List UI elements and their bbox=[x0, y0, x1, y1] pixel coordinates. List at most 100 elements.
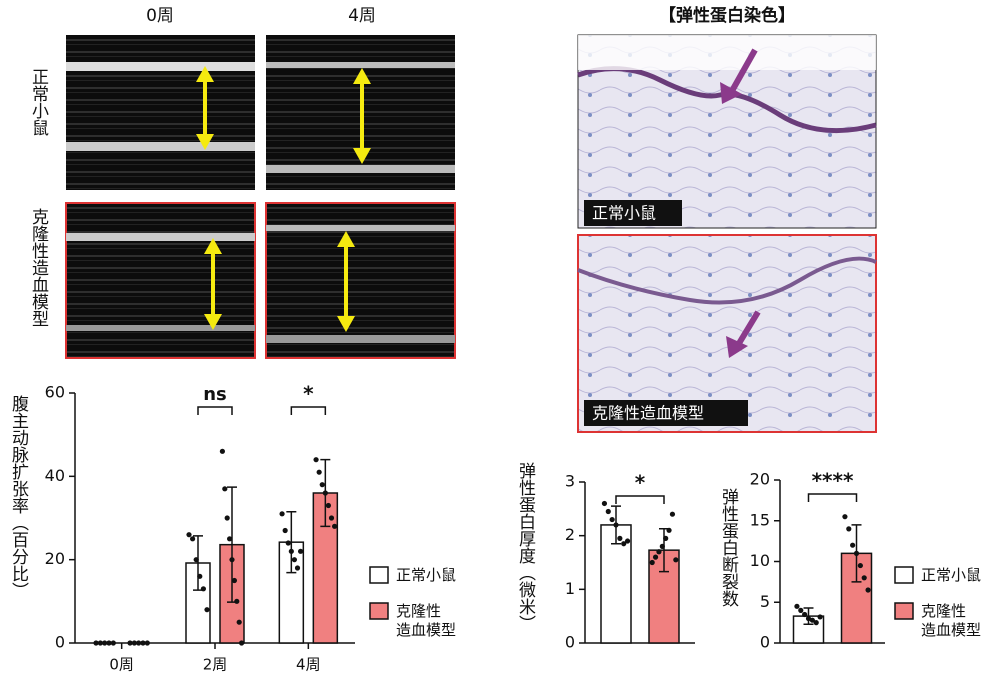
data-point bbox=[842, 514, 848, 520]
data-point bbox=[659, 543, 665, 550]
legend-label: 克隆性造血模型 bbox=[396, 602, 456, 639]
data-point bbox=[865, 587, 871, 593]
y-tick-label: 3 bbox=[565, 472, 575, 491]
col-label: 4周 bbox=[348, 6, 376, 26]
legend-label: 正常小鼠 bbox=[921, 566, 981, 584]
y-tick-label: 40 bbox=[45, 466, 65, 485]
significance-bracket bbox=[807, 493, 858, 502]
data-point bbox=[649, 559, 655, 566]
error-bar bbox=[286, 511, 297, 574]
data-point bbox=[817, 614, 823, 620]
data-point bbox=[229, 557, 235, 563]
data-point bbox=[853, 550, 860, 556]
y-tick-label: 5 bbox=[760, 592, 770, 611]
data-point bbox=[663, 535, 669, 541]
legend-swatch bbox=[369, 602, 389, 620]
significance-label: * bbox=[635, 471, 646, 495]
data-point bbox=[291, 557, 298, 563]
data-point bbox=[656, 549, 662, 555]
significance-bracket bbox=[197, 406, 233, 415]
data-point bbox=[239, 640, 245, 646]
data-point bbox=[102, 640, 108, 646]
data-point bbox=[617, 535, 623, 541]
data-point bbox=[282, 527, 288, 534]
y-tick-label: 10 bbox=[750, 551, 770, 570]
data-point bbox=[197, 573, 203, 579]
data-point bbox=[190, 536, 196, 542]
y-tick-label: 1 bbox=[565, 579, 575, 598]
y-tick-label: 0 bbox=[565, 633, 575, 652]
data-point bbox=[231, 577, 237, 584]
significance-label: ns bbox=[203, 384, 227, 405]
legend-swatch bbox=[894, 602, 914, 620]
data-point bbox=[857, 562, 863, 569]
data-point bbox=[110, 640, 116, 646]
data-point bbox=[93, 640, 99, 646]
row-label: 正常小鼠 bbox=[28, 68, 49, 136]
data-point bbox=[613, 522, 619, 528]
significance-bracket bbox=[615, 495, 665, 504]
data-point bbox=[227, 536, 233, 542]
y-tick-label: 0 bbox=[55, 633, 65, 652]
data-point bbox=[809, 617, 815, 623]
data-point bbox=[131, 640, 137, 646]
data-point bbox=[313, 457, 319, 463]
data-point bbox=[798, 607, 804, 614]
data-point bbox=[106, 640, 112, 646]
data-point bbox=[136, 640, 142, 646]
data-point bbox=[861, 575, 867, 581]
stain-label: 克隆性造血模型 bbox=[592, 404, 704, 423]
row-label: 克隆性造血模型 bbox=[28, 208, 49, 327]
stain-label: 正常小鼠 bbox=[592, 204, 656, 223]
legend-label: 正常小鼠 bbox=[396, 566, 456, 584]
data-point bbox=[144, 640, 150, 646]
x-tick-label: 2周 bbox=[203, 656, 228, 674]
data-point bbox=[794, 603, 800, 609]
data-point bbox=[850, 542, 856, 548]
significance-bracket bbox=[290, 406, 327, 415]
data-point bbox=[219, 448, 225, 454]
y-tick-label: 0 bbox=[760, 633, 770, 652]
data-point bbox=[234, 598, 240, 604]
data-point bbox=[127, 640, 133, 646]
data-point bbox=[666, 527, 672, 533]
y-axis-label: 腹主动脉扩张率（百分比） bbox=[8, 395, 29, 599]
data-point bbox=[325, 502, 332, 509]
y-axis-label: 弹性蛋白断裂数 bbox=[718, 488, 739, 607]
x-tick-label: 4周 bbox=[296, 656, 321, 674]
data-point bbox=[193, 557, 199, 563]
x-tick-label: 0周 bbox=[109, 656, 134, 674]
data-point bbox=[204, 607, 210, 613]
data-point bbox=[186, 532, 192, 538]
data-point bbox=[813, 620, 819, 626]
data-point bbox=[224, 515, 230, 521]
data-point bbox=[222, 486, 228, 492]
data-point bbox=[236, 619, 242, 625]
y-tick-label: 15 bbox=[750, 510, 770, 529]
data-point bbox=[601, 500, 608, 507]
data-point bbox=[846, 526, 852, 532]
data-point bbox=[621, 541, 627, 547]
data-point bbox=[316, 469, 322, 475]
bar bbox=[185, 562, 211, 644]
data-point bbox=[319, 482, 325, 488]
data-point bbox=[200, 586, 206, 592]
data-point bbox=[279, 511, 285, 517]
data-point bbox=[669, 511, 676, 517]
legend-swatch bbox=[369, 566, 389, 584]
legend-swatch bbox=[894, 566, 914, 584]
legend-label: 克隆性造血模型 bbox=[921, 602, 981, 639]
col-label: 0周 bbox=[146, 6, 174, 26]
y-axis-label: 弹性蛋白厚度（微米） bbox=[515, 462, 536, 632]
data-point bbox=[609, 516, 615, 523]
y-tick-label: 60 bbox=[45, 383, 65, 402]
data-point bbox=[802, 611, 808, 618]
data-point bbox=[605, 508, 611, 515]
data-point bbox=[288, 548, 294, 554]
stain-title: 【弹性蛋白染色】 bbox=[659, 5, 795, 26]
data-point bbox=[624, 538, 631, 544]
data-point bbox=[140, 640, 146, 646]
data-point bbox=[322, 490, 328, 496]
data-point bbox=[297, 548, 304, 554]
